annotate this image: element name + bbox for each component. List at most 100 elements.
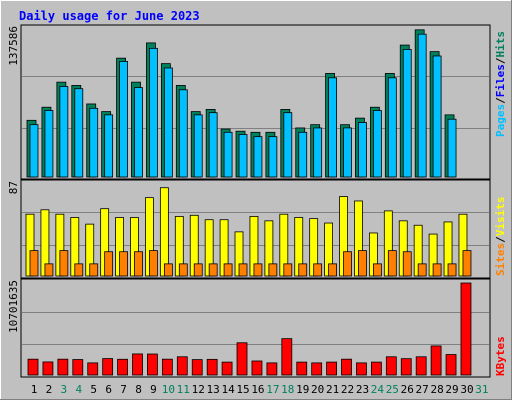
x-tick-label: 7 [120,383,127,396]
bar-sites [447,263,457,277]
bar-files [149,47,158,178]
bar-kbytes [266,362,278,376]
bar-files [223,131,233,178]
bar-sites [163,263,173,277]
bar-sites [313,263,323,277]
bar-files [343,127,352,178]
bar-files [283,112,293,178]
bar-sites [59,250,69,277]
bar-files [328,77,338,178]
bar-kbytes [356,362,367,376]
chart-title: Daily usage for June 2023 [19,9,200,23]
bar-sites [178,263,188,277]
x-tick-label: 5 [90,383,97,396]
bar-kbytes [236,342,248,376]
bar-files [89,107,99,178]
bar-kbytes [191,359,203,376]
bar-kbytes [251,360,263,376]
bar-files [447,118,457,178]
bar-sites [104,251,114,277]
bar-sites [328,263,338,277]
x-tick-label: 9 [150,383,157,396]
x-tick-label: 20 [311,383,324,396]
bar-sites [387,250,397,277]
bar-sites [358,250,367,277]
bar-kbytes [445,354,457,376]
bar-files [313,127,323,178]
bar-kbytes [206,358,218,376]
bar-kbytes [415,356,427,376]
x-tick-label: 17 [266,383,279,396]
legend-visits: Visits [494,197,507,237]
bar-sites [149,250,158,277]
x-tick-label: 24 [371,383,385,396]
x-tick-label: 28 [430,383,443,396]
bar-kbytes [296,361,308,376]
bar-files [268,136,278,178]
x-tick-label: 11 [177,383,190,396]
x-tick-label: 26 [401,383,414,396]
x-tick-label: 31 [475,383,488,396]
bar-sites [44,263,54,277]
bar-files [358,122,367,178]
legend-visits-sites: Sites/Visits [494,197,507,277]
x-tick-label: 14 [221,383,235,396]
bar-kbytes [385,356,397,376]
bar-kbytes [27,358,39,376]
legend-sites: Sites [494,243,507,276]
x-tick-label: 18 [281,383,294,396]
bar-files [387,77,397,178]
x-tick-label: 12 [192,383,205,396]
bar-kbytes [370,361,382,376]
x-tick-label: 23 [356,383,369,396]
bar-files [238,134,248,178]
x-tick-label: 10 [162,383,175,396]
bar-files [29,124,39,178]
x-tick-label: 4 [75,383,82,396]
bar-sites [238,263,248,277]
bar-kbytes [430,345,442,376]
x-tick-label: 25 [386,383,399,396]
bar-sites [343,251,352,277]
bar-kbytes [147,353,158,376]
bar-kbytes [460,282,472,376]
x-tick-label: 15 [236,383,249,396]
bar-sites [298,263,308,277]
bar-kbytes [341,358,352,376]
bar-kbytes [42,361,54,376]
bar-sites [223,263,233,277]
bars-layer [25,29,472,376]
bar-files [74,88,84,178]
bar-kbytes [400,358,412,376]
bar-files [432,55,442,178]
x-tick-label: 16 [251,383,264,396]
bar-kbytes [176,356,188,376]
bar-files [298,131,308,178]
bar-kbytes [132,353,143,376]
bar-files [372,110,382,178]
bar-kbytes [161,358,173,376]
legend-hits: Hits [494,31,507,58]
bar-kbytes [281,338,293,376]
bar-sites [253,263,263,277]
legend-pages-files-hits: Pages/Files/Hits [494,31,507,137]
bar-files [253,136,263,178]
bar-files [193,114,203,178]
bar-files [208,112,218,178]
bar-sites [29,250,39,277]
bar-files [59,86,69,178]
legend-kbytes-label: KBytes [494,336,507,376]
bar-kbytes [326,361,338,376]
x-tick-label: 8 [135,383,142,396]
y-max-label-hits: 137586 [7,26,20,66]
bar-sites [283,263,293,277]
bar-files [402,49,412,178]
bar-sites [119,251,128,277]
bar-kbytes [57,358,69,376]
bar-sites [193,263,203,277]
x-tick-label: 3 [61,383,68,396]
bar-sites [74,263,84,277]
bar-files [44,110,54,178]
